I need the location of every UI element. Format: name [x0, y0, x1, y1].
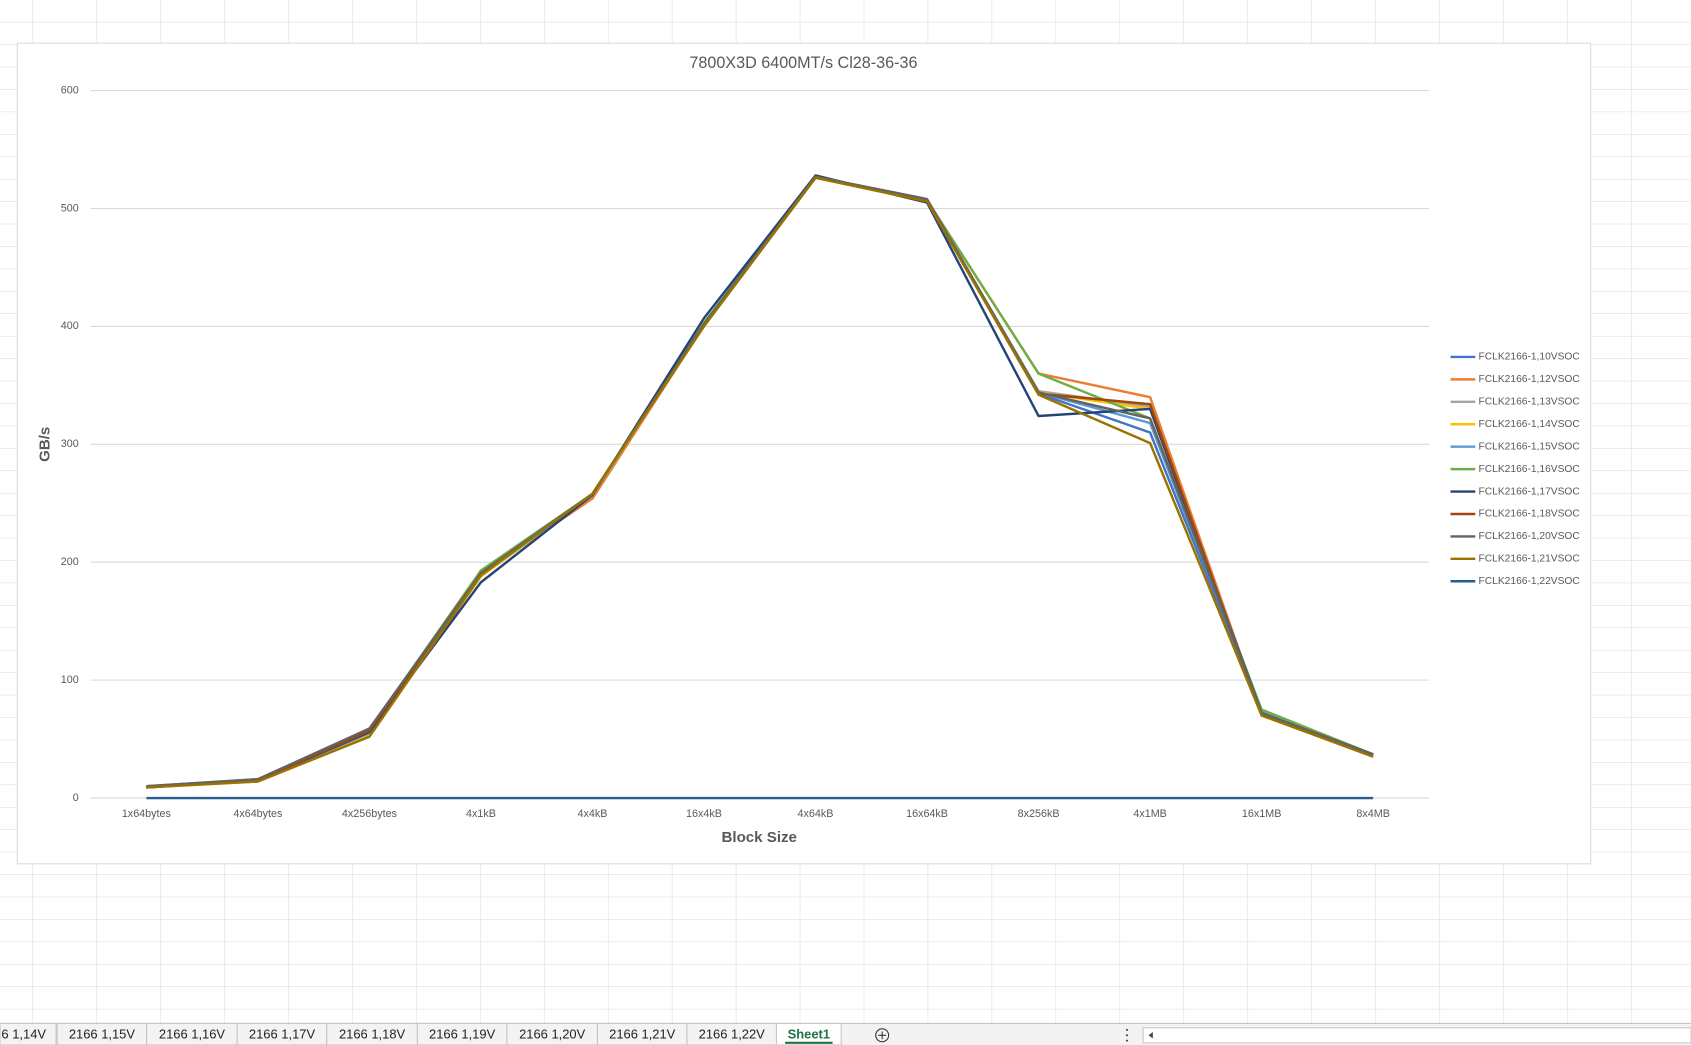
legend-label: FCLK2166-1,14VSOC [1479, 419, 1580, 430]
x-axis-title: Block Size [722, 829, 797, 846]
legend-label: FCLK2166-1,18VSOC [1479, 509, 1580, 520]
x-tick-label: 1x64bytes [122, 808, 171, 820]
sheet-tab-label: 2166 1,19V [429, 1027, 496, 1042]
active-sheet-tab[interactable] [775, 1022, 842, 1045]
x-tick-label: 4x1MB [1133, 808, 1167, 820]
y-tick-label: 0 [73, 792, 79, 804]
legend-label: FCLK2166-1,12VSOC [1479, 374, 1580, 385]
legend-label: FCLK2166-1,21VSOC [1479, 554, 1580, 565]
y-tick-label: 200 [61, 556, 79, 568]
sheet-tab-label: 2166 1,17V [249, 1027, 316, 1042]
sheet-tabs: 6 1,14V 2166 1,15V 2166 1,16V 2166 1,17V 216… [0, 1022, 842, 1045]
legend-label: FCLK2166-1,16VSOC [1479, 464, 1580, 475]
sheet-tab-label: 2166 1,18V [339, 1027, 406, 1042]
y-axis-title: GB/s [36, 427, 53, 462]
sheet-tab-label: 2166 1,22V [699, 1027, 766, 1042]
x-tick-label: 16x64kB [906, 808, 948, 820]
x-tick-label: 8x4MB [1356, 808, 1390, 820]
x-tick-label: 4x256bytes [342, 808, 397, 820]
sheet-tab-label: 2166 1,16V [159, 1027, 226, 1042]
scroll-controls [1125, 1027, 1691, 1044]
x-tick-label: 4x64kB [798, 808, 834, 820]
x-tick-label: 16x1MB [1242, 808, 1282, 820]
sheet-tab[interactable] [0, 1022, 57, 1045]
y-tick-label: 600 [61, 84, 79, 96]
legend-label: FCLK2166-1,17VSOC [1479, 486, 1580, 497]
sheet-tab-label: 2166 1,20V [519, 1027, 586, 1042]
legend: FCLK2166-1,10VSOC FCLK2166-1,12VSOC FCLK21… [1450, 352, 1580, 587]
x-tick-label: 4x1kB [466, 808, 496, 820]
y-tick-label: 100 [61, 674, 79, 686]
legend-label: FCLK2166-1,10VSOC [1479, 352, 1580, 363]
chart-title: 7800X3D 6400MT/s Cl28-36-36 [689, 54, 917, 72]
chart-area[interactable] [16, 42, 1592, 865]
series-line [146, 176, 1374, 789]
legend-label: FCLK2166-1,20VSOC [1479, 531, 1580, 542]
scroll-left[interactable] [1148, 1032, 1153, 1039]
x-tick-label: 4x4kB [578, 808, 608, 820]
legend-label: FCLK2166-1,22VSOC [1479, 576, 1580, 587]
sheet-tab-label: 2166 1,21V [609, 1027, 676, 1042]
legend-label: FCLK2166-1,13VSOC [1479, 397, 1580, 408]
x-tick-label: 4x64bytes [233, 808, 282, 820]
new-sheet-button[interactable] [875, 1028, 890, 1043]
horizontal-scrollbar[interactable] [1142, 1027, 1691, 1044]
legend-label: FCLK2166-1,15VSOC [1479, 441, 1580, 452]
sheet-tab-label: 2166 1,15V [69, 1027, 136, 1042]
y-tick-label: 500 [61, 202, 79, 214]
sheet-tab-label: 6 1,14V [1, 1027, 46, 1042]
y-tick-label: 300 [61, 438, 79, 450]
x-tick-label: 8x256kB [1018, 808, 1060, 820]
y-tick-label: 400 [61, 320, 79, 332]
sheet-tab-label: Sheet1 [788, 1027, 830, 1042]
plot-area: 0 100 200 300 400 500 600 1x64bytes 4x64bytes 4x2… [61, 84, 1429, 820]
x-tick-label: 16x4kB [686, 808, 722, 820]
